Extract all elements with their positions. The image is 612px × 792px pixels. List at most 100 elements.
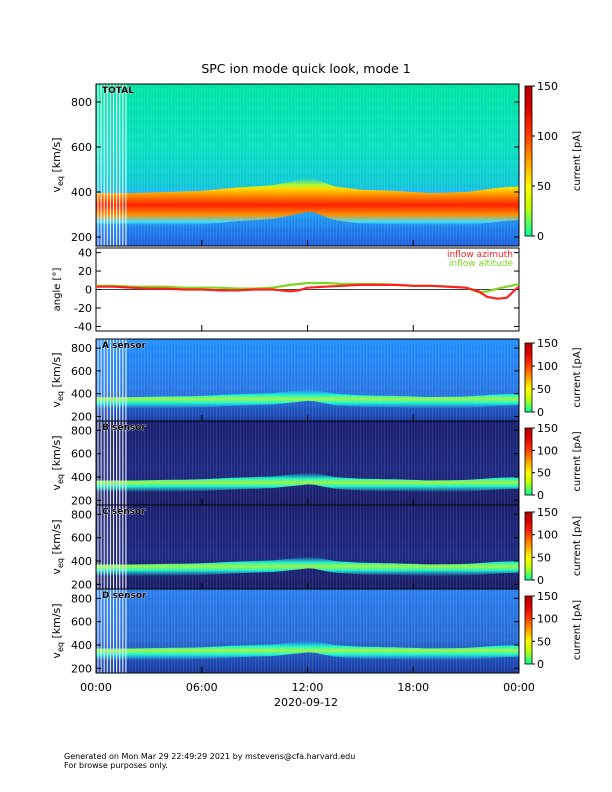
colorbar-label: current [pA]: [572, 600, 583, 660]
x-tick-label: 00:00: [503, 681, 535, 694]
colorbar-tick-label: 150: [537, 590, 558, 603]
plasma-beam-band: [96, 389, 519, 409]
heatmap-texture: [96, 505, 519, 589]
y-axis-label: veq [km/s]: [50, 435, 65, 490]
colorbar-tick-label: 150: [537, 80, 558, 93]
panel-label: C sensor: [102, 507, 146, 517]
colorbar: [524, 595, 533, 665]
colorbar-tick-label: 100: [537, 130, 558, 143]
colorbar-tick-label: 50: [537, 383, 551, 396]
colorbar: [524, 511, 533, 581]
heatmap-texture: [96, 339, 519, 421]
colorbar-tick-label: 100: [537, 613, 558, 626]
colorbar-tick-label: 50: [537, 180, 551, 193]
heatmap-texture: [96, 421, 519, 505]
y-tick-label: 600: [71, 365, 92, 378]
y-tick-label: 600: [71, 448, 92, 461]
legend-entry-inflow-azimuth: inflow azimuth: [447, 250, 513, 260]
y-tick-label: 600: [71, 141, 92, 154]
y-axis-label: angle [°]: [52, 268, 63, 312]
panel-total: TOTAL 200 400 600 800 veq [km/s] 0 50 100 150 curr…: [50, 80, 583, 247]
colorbar-tick-label: 100: [537, 444, 558, 457]
y-tick-label: 400: [71, 186, 92, 199]
y-axis-label-subscript: eq: [56, 176, 65, 186]
colorbar-tick-label: 0: [537, 489, 544, 502]
y-tick-label: 600: [71, 616, 92, 629]
y-axis-label-symbol: v: [50, 652, 63, 659]
x-tick-label: 00:00: [80, 681, 112, 694]
panel-sensor_c: C sensor 200 400 600 800 veq [km/s] 0 50 100 150 c…: [50, 504, 583, 591]
y-tick-label: 400: [71, 388, 92, 401]
y-axis-label-subscript: eq: [56, 391, 65, 401]
y-axis-label: veq [km/s]: [50, 519, 65, 574]
footer: Generated on Mon Mar 29 22:49:29 2021 by…: [64, 752, 355, 770]
y-tick-label: 400: [71, 471, 92, 484]
y-axis-label-subscript: eq: [56, 558, 65, 568]
y-tick-label: 800: [71, 508, 92, 521]
panel-label: A sensor: [102, 341, 147, 351]
heatmap-texture: [96, 589, 519, 673]
y-axis-label-symbol: v: [50, 568, 63, 575]
upper-background-haze: [96, 84, 519, 188]
panel-sensor_d: D sensor 200 400 600 800 veq [km/s] 0 50 100 150 c…: [50, 588, 583, 675]
colorbar-tick-label: 100: [537, 529, 558, 542]
colorbar-label: current [pA]: [572, 431, 583, 491]
legend-entry-inflow-altitude: inflow altitude: [449, 259, 514, 269]
y-tick-label: 800: [71, 424, 92, 437]
y-axis-label: veq [km/s]: [50, 603, 65, 658]
colorbar-tick-label: 100: [537, 360, 558, 373]
colorbar-tick-label: 50: [537, 551, 551, 564]
colorbar-tick-label: 150: [537, 422, 558, 435]
colorbar-tick-label: 50: [537, 467, 551, 480]
colorbar-label: current [pA]: [572, 516, 583, 576]
colorbar-label: current [pA]: [572, 131, 583, 191]
y-tick-label: 40: [78, 247, 92, 260]
colorbar: [524, 427, 533, 496]
footer-generated-line: Generated on Mon Mar 29 22:49:29 2021 by…: [64, 752, 356, 761]
plasma-beam-band: [96, 556, 519, 577]
y-axis-label-symbol: v: [50, 401, 63, 408]
panel-label: TOTAL: [102, 86, 134, 96]
y-tick-label: 20: [78, 265, 92, 278]
colorbar: [524, 85, 533, 237]
y-axis-label-unit: [km/s]: [50, 352, 63, 391]
y-tick-label: 200: [71, 662, 92, 675]
y-tick-label: 600: [71, 532, 92, 545]
plasma-beam-band: [96, 178, 519, 227]
y-tick-label: 200: [71, 494, 92, 507]
y-tick-label: 200: [71, 231, 92, 244]
panel-label: B sensor: [102, 423, 146, 433]
x-axis-date-label: 2020-09-12: [274, 696, 338, 709]
y-axis-label-subscript: eq: [56, 642, 65, 652]
colorbar-label: current [pA]: [572, 347, 583, 407]
y-tick-label: 200: [71, 410, 92, 423]
y-axis-label-unit: [km/s]: [50, 603, 63, 642]
x-tick-label: 12:00: [292, 681, 324, 694]
y-tick-label: 400: [71, 555, 92, 568]
y-tick-label: 800: [71, 96, 92, 109]
series-line-inflow-azimuth: [96, 283, 520, 300]
colorbar-tick-label: 150: [537, 506, 558, 519]
y-axis-label: veq [km/s]: [50, 137, 65, 192]
x-tick-label: 18:00: [397, 681, 429, 694]
y-tick-label: 400: [71, 639, 92, 652]
y-axis-label-subscript: eq: [56, 474, 65, 484]
panel-sensor_a: A sensor 200 400 600 800 veq [km/s] 0 50 100 150 c…: [50, 337, 583, 423]
colorbar-tick-label: 150: [537, 337, 558, 350]
y-tick-label: -40: [74, 320, 92, 333]
y-axis-label-symbol: v: [50, 186, 63, 193]
y-tick-label: -20: [74, 302, 92, 315]
plasma-beam-band: [96, 640, 519, 661]
y-tick-label: 800: [71, 342, 92, 355]
y-axis-label-unit: [km/s]: [50, 137, 63, 176]
colorbar: [524, 342, 533, 413]
figure-title: SPC ion mode quick look, mode 1: [201, 61, 410, 76]
colorbar-tick-label: 0: [537, 230, 544, 243]
y-tick-label: 0: [85, 284, 92, 297]
y-axis-label-unit: [km/s]: [50, 435, 63, 474]
y-axis-label-unit: [km/s]: [50, 519, 63, 558]
footer-browse-line: For browse purposes only.: [64, 761, 168, 770]
colorbar-tick-label: 0: [537, 658, 544, 671]
panel-label: D sensor: [102, 591, 147, 601]
